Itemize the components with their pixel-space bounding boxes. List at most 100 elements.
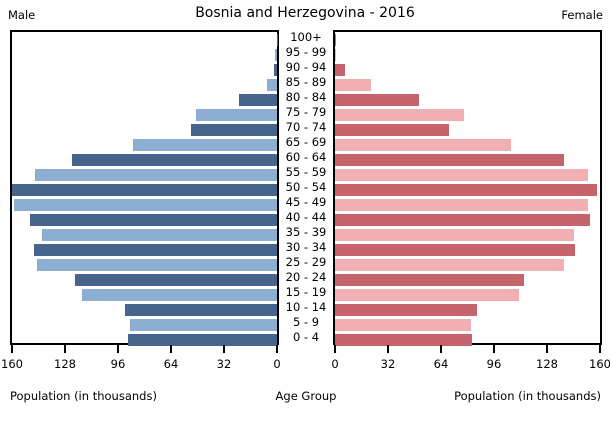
bar-female-75-79: [335, 108, 465, 121]
age-group-label: 15 - 19: [285, 285, 327, 299]
bar-male-60-64: [71, 153, 277, 166]
bar-male-75-79: [195, 108, 277, 121]
male-row: [12, 77, 277, 92]
age-group-label: 20 - 24: [285, 270, 327, 284]
male-row: [12, 332, 277, 347]
age-group-label: 55 - 59: [285, 165, 327, 179]
bar-female-15-19: [335, 288, 519, 301]
bar-female-90-94: [335, 63, 345, 76]
bar-female-45-49: [335, 198, 589, 211]
axis-tick-label: 160: [589, 357, 610, 371]
male-row: [12, 272, 277, 287]
female-row: [335, 317, 600, 332]
female-row: [335, 197, 600, 212]
bar-female-60-64: [335, 153, 564, 166]
male-row: [12, 122, 277, 137]
axis-tick: [334, 345, 336, 353]
male-side-header: Male: [8, 8, 36, 22]
male-row: [12, 182, 277, 197]
axis-tick: [599, 345, 601, 353]
age-group-label: 25 - 29: [285, 255, 327, 269]
bar-male-5-9: [129, 318, 277, 331]
bar-male-70-74: [190, 123, 277, 136]
bar-female-10-14: [335, 303, 478, 316]
axis-tick-label: 64: [433, 357, 449, 371]
bar-female-80-84: [335, 93, 420, 106]
bar-female-0-4: [335, 333, 473, 346]
bar-male-20-24: [74, 273, 277, 286]
female-row: [335, 257, 600, 272]
chart-title: Bosnia and Herzegovina - 2016: [195, 5, 415, 21]
female-row: [335, 137, 600, 152]
age-group-label: 85 - 89: [285, 75, 327, 89]
female-row: [335, 47, 600, 62]
axis-tick: [223, 345, 225, 353]
female-plot-area: [333, 30, 602, 347]
age-group-label: 80 - 84: [285, 90, 327, 104]
male-row: [12, 62, 277, 77]
female-axis-caption: Population (in thousands): [454, 389, 601, 403]
bar-male-55-59: [35, 168, 277, 181]
age-group-label: 65 - 69: [285, 135, 327, 149]
bar-male-50-54: [12, 183, 277, 196]
male-row: [12, 242, 277, 257]
bar-female-50-54: [335, 183, 597, 196]
axis-tick: [493, 345, 495, 353]
age-group-label: 45 - 49: [285, 195, 327, 209]
bar-male-40-44: [30, 213, 277, 226]
male-axis-caption: Population (in thousands): [10, 389, 157, 403]
bar-male-90-94: [273, 63, 277, 76]
age-group-label: 40 - 44: [285, 210, 327, 224]
female-row: [335, 302, 600, 317]
bar-female-35-39: [335, 228, 574, 241]
female-row: [335, 167, 600, 182]
axis-tick-label: 128: [54, 357, 76, 371]
female-row: [335, 242, 600, 257]
axis-tick-label: 160: [1, 357, 23, 371]
axis-tick: [117, 345, 119, 353]
male-row: [12, 212, 277, 227]
axis-tick-label: 0: [331, 357, 339, 371]
age-group-label: 0 - 4: [292, 330, 320, 344]
axis-tick: [11, 345, 13, 353]
age-group-label: 30 - 34: [285, 240, 327, 254]
axis-tick: [276, 345, 278, 353]
male-row: [12, 167, 277, 182]
bar-female-20-24: [335, 273, 524, 286]
age-group-label: 50 - 54: [285, 180, 327, 194]
bar-female-65-69: [335, 138, 511, 151]
bar-male-25-29: [36, 258, 277, 271]
female-row: [335, 77, 600, 92]
female-row: [335, 62, 600, 77]
female-row: [335, 287, 600, 302]
axis-tick-label: 32: [216, 357, 232, 371]
axis-tick-label: 64: [163, 357, 179, 371]
female-row: [335, 107, 600, 122]
male-row: [12, 317, 277, 332]
bar-male-0-4: [127, 333, 277, 346]
male-row: [12, 47, 277, 62]
axis-tick: [387, 345, 389, 353]
age-group-label: 75 - 79: [285, 105, 327, 119]
male-row: [12, 227, 277, 242]
axis-tick: [170, 345, 172, 353]
axis-tick-label: 96: [110, 357, 126, 371]
axis-tick: [546, 345, 548, 353]
age-group-label: 100+: [290, 30, 322, 44]
axis-tick: [440, 345, 442, 353]
axis-tick-label: 96: [486, 357, 502, 371]
male-row: [12, 257, 277, 272]
axis-tick-label: 128: [536, 357, 558, 371]
bar-female-5-9: [335, 318, 471, 331]
female-row: [335, 332, 600, 347]
age-group-label: 5 - 9: [292, 315, 320, 329]
male-row: [12, 137, 277, 152]
male-row: [12, 107, 277, 122]
bar-male-35-39: [41, 228, 277, 241]
female-side-header: Female: [561, 8, 603, 22]
male-row: [12, 302, 277, 317]
female-row: [335, 122, 600, 137]
bar-female-40-44: [335, 213, 591, 226]
male-plot-area: [10, 30, 279, 347]
